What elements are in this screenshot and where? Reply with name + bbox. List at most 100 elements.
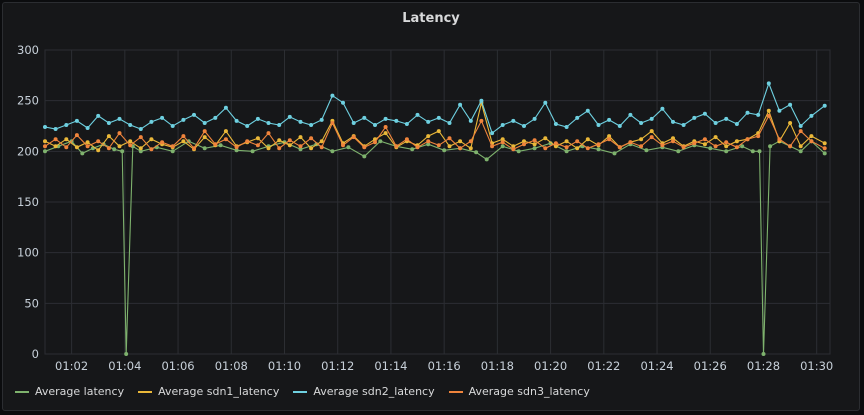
data-point bbox=[346, 145, 351, 150]
data-point bbox=[255, 143, 260, 148]
y-tick-label: 0 bbox=[32, 347, 39, 361]
data-point bbox=[671, 139, 675, 144]
data-point bbox=[426, 139, 431, 144]
data-point bbox=[186, 139, 191, 144]
data-point bbox=[468, 146, 473, 151]
data-point bbox=[713, 135, 718, 140]
legend-swatch bbox=[293, 390, 308, 393]
data-point bbox=[309, 123, 314, 127]
data-point bbox=[362, 145, 367, 150]
data-point bbox=[575, 139, 580, 144]
data-point bbox=[298, 135, 303, 140]
y-axis-ticks: 0 50 100 150 200 250 300 bbox=[17, 43, 39, 361]
legend-item-3[interactable]: Average sdn3_latency bbox=[448, 385, 590, 398]
data-point bbox=[319, 145, 324, 150]
data-point bbox=[500, 144, 505, 149]
data-point bbox=[575, 115, 580, 120]
data-point bbox=[532, 146, 537, 151]
data-point bbox=[426, 134, 431, 139]
data-point bbox=[522, 142, 526, 147]
data-point bbox=[351, 135, 356, 140]
data-point bbox=[798, 129, 803, 134]
data-point bbox=[436, 129, 441, 134]
x-tick-label: 01:30 bbox=[800, 359, 833, 373]
data-point bbox=[708, 146, 713, 151]
data-point bbox=[426, 119, 431, 124]
data-point bbox=[202, 146, 207, 151]
data-point bbox=[671, 136, 675, 141]
plot-area bbox=[43, 81, 827, 356]
legend-item-2[interactable]: Average sdn2_latency bbox=[293, 385, 435, 398]
data-point bbox=[788, 102, 793, 107]
data-point bbox=[120, 149, 125, 154]
data-point bbox=[702, 111, 707, 116]
legend-item-0[interactable]: Average latency bbox=[15, 385, 124, 398]
legend-swatch bbox=[15, 390, 29, 393]
data-point bbox=[245, 124, 250, 128]
data-point bbox=[362, 154, 367, 159]
data-point bbox=[639, 144, 644, 149]
data-point bbox=[607, 134, 612, 139]
panel-title[interactable]: Latency bbox=[402, 11, 460, 26]
data-point bbox=[255, 136, 260, 141]
data-point bbox=[447, 121, 452, 125]
data-point bbox=[223, 137, 228, 142]
data-point bbox=[479, 118, 484, 123]
data-point bbox=[149, 147, 154, 152]
data-point bbox=[192, 146, 196, 151]
x-tick-label: 01:18 bbox=[481, 359, 514, 373]
data-point bbox=[309, 136, 314, 141]
data-point bbox=[43, 149, 47, 154]
y-tick-label: 50 bbox=[24, 296, 39, 310]
data-point bbox=[96, 148, 101, 153]
x-tick-label: 01:26 bbox=[694, 359, 727, 373]
data-point bbox=[644, 148, 649, 153]
data-point bbox=[548, 141, 553, 146]
data-point bbox=[149, 119, 154, 124]
data-point bbox=[724, 140, 729, 145]
data-point bbox=[53, 144, 58, 149]
data-point bbox=[85, 126, 90, 130]
data-point bbox=[511, 144, 516, 149]
data-point bbox=[181, 139, 186, 144]
data-point bbox=[585, 146, 590, 151]
data-point bbox=[234, 118, 239, 123]
data-point bbox=[532, 142, 537, 147]
data-point bbox=[596, 147, 601, 152]
data-point bbox=[128, 139, 133, 144]
data-point bbox=[681, 123, 686, 127]
data-point bbox=[745, 137, 750, 142]
data-point bbox=[681, 145, 686, 150]
data-point bbox=[564, 145, 569, 150]
data-point bbox=[713, 121, 718, 125]
data-point bbox=[287, 138, 292, 143]
data-point bbox=[149, 137, 154, 142]
data-point bbox=[245, 139, 250, 144]
data-point bbox=[117, 116, 122, 121]
legend-item-1[interactable]: Average sdn1_latency bbox=[138, 385, 279, 398]
data-point bbox=[750, 149, 755, 154]
data-point bbox=[713, 144, 718, 149]
data-point bbox=[596, 123, 601, 127]
data-point bbox=[740, 144, 745, 149]
data-point bbox=[80, 151, 85, 156]
data-point bbox=[479, 98, 484, 103]
data-point bbox=[639, 121, 644, 125]
data-point bbox=[415, 145, 420, 150]
data-point bbox=[777, 108, 782, 113]
data-point bbox=[351, 121, 356, 125]
data-point bbox=[768, 144, 773, 149]
data-point bbox=[85, 140, 90, 145]
data-point bbox=[468, 139, 473, 144]
data-point bbox=[585, 108, 590, 113]
data-point bbox=[266, 146, 271, 151]
data-point bbox=[553, 122, 558, 126]
data-point bbox=[266, 131, 271, 136]
data-point bbox=[553, 141, 558, 146]
data-point bbox=[442, 148, 447, 153]
data-point bbox=[761, 352, 766, 356]
data-point bbox=[766, 108, 771, 113]
latency-panel: Latency bbox=[2, 2, 860, 411]
series-3 bbox=[43, 113, 827, 152]
